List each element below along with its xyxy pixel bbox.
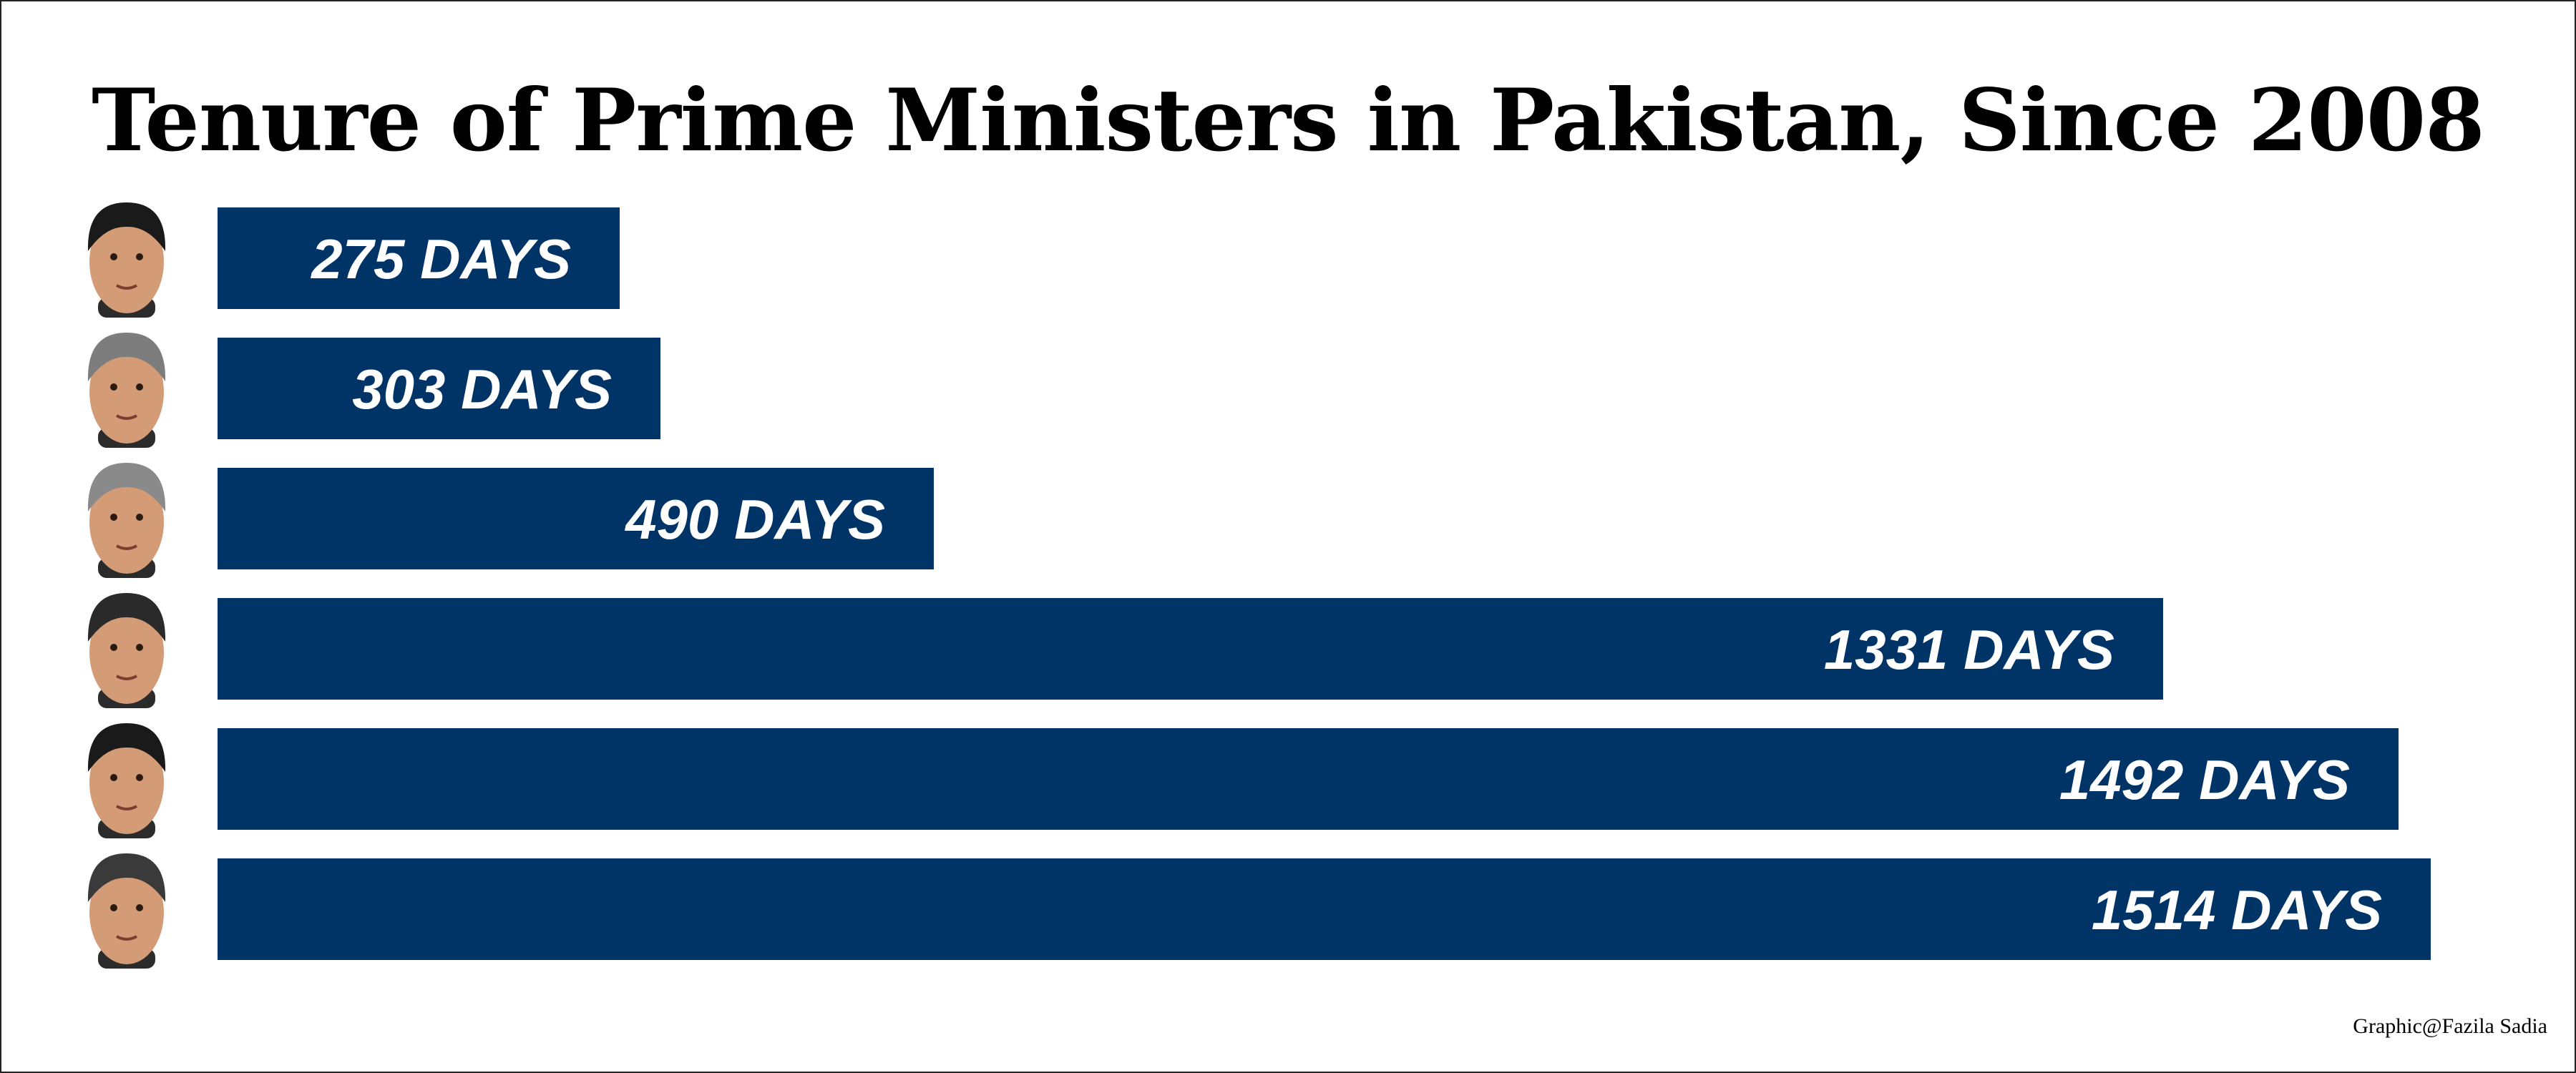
credit-text: Graphic@Fazila Sadia <box>2353 1014 2547 1038</box>
bar <box>218 858 2431 960</box>
portrait-mouth <box>116 935 137 941</box>
portrait-eye <box>136 904 143 911</box>
bar <box>218 468 934 569</box>
portrait-face <box>89 340 164 444</box>
bar-data-label: 1514 DAYS <box>2092 878 2382 941</box>
bar-data-label: 490 DAYS <box>624 488 885 551</box>
bar-data-label: 1492 DAYS <box>2059 748 2350 811</box>
portrait-hair <box>87 463 166 511</box>
portrait-face <box>89 601 164 704</box>
portrait-hair <box>87 333 166 381</box>
portrait-mouth <box>116 284 137 290</box>
bar <box>218 728 2399 830</box>
portrait-icon <box>87 463 166 578</box>
portrait-icon <box>87 723 166 838</box>
portrait-eye <box>110 383 117 391</box>
portrait-hair <box>87 202 166 251</box>
portrait-eye <box>136 514 143 521</box>
portrait-eye <box>136 644 143 651</box>
portrait-eye <box>136 774 143 781</box>
portrait-icon <box>87 333 166 448</box>
bar-data-label: 1331 DAYS <box>1824 618 2114 681</box>
portrait-eye <box>110 774 117 781</box>
portrait-eye <box>110 644 117 651</box>
portrait-eye <box>136 253 143 260</box>
portrait-eye <box>110 904 117 911</box>
portrait-face <box>89 471 164 574</box>
portrait-hair <box>87 593 166 642</box>
portrait-mouth <box>116 544 137 550</box>
portrait-icon <box>87 202 166 318</box>
bar <box>218 598 2163 700</box>
portrait-hair <box>87 853 166 902</box>
portrait-face <box>89 731 164 834</box>
chart-title: Tenure of Prime Ministers in Pakistan, S… <box>92 70 2485 171</box>
bar <box>218 338 660 439</box>
portrait-hair <box>87 723 166 772</box>
portrait-eye <box>110 514 117 521</box>
portrait-eye <box>110 253 117 260</box>
portrait-face <box>89 210 164 313</box>
bar-data-label: 275 DAYS <box>310 227 571 290</box>
portrait-mouth <box>116 414 137 420</box>
portrait-face <box>89 861 164 964</box>
portrait-icon <box>87 593 166 708</box>
bar-data-label: 303 DAYS <box>352 358 612 421</box>
portrait-icon <box>87 853 166 969</box>
portrait-eye <box>136 383 143 391</box>
portrait-mouth <box>116 805 137 810</box>
bar <box>218 207 620 309</box>
portrait-mouth <box>116 675 137 680</box>
